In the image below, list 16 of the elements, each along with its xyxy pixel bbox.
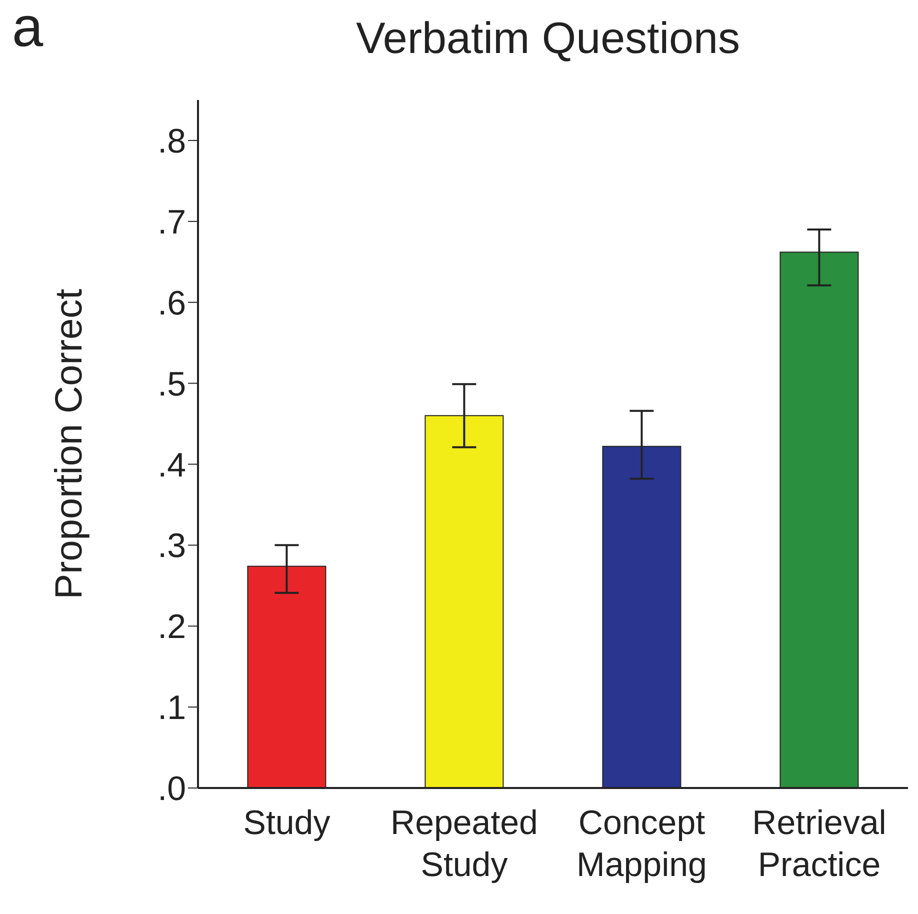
y-tick-label: .1 bbox=[158, 689, 186, 728]
y-tick-label: .8 bbox=[158, 122, 186, 161]
chart-title: Verbatim Questions bbox=[355, 14, 741, 64]
y-tick-label: .3 bbox=[158, 527, 186, 566]
y-tick-label: .4 bbox=[158, 446, 186, 484]
y-tick-label: .7 bbox=[158, 203, 186, 242]
y-tick-label: .0 bbox=[158, 770, 186, 808]
x-tick-label: Repeated Study bbox=[390, 804, 538, 884]
y-tick-label: .5 bbox=[158, 365, 186, 404]
text: a bbox=[12, 0, 44, 59]
y-tick-label: .2 bbox=[158, 608, 186, 646]
x-tick-label: Retrieval Practice bbox=[752, 804, 886, 884]
y-tick-label: .6 bbox=[158, 284, 186, 322]
x-tick-label: Concept Mapping bbox=[576, 804, 707, 884]
x-tick-label: Study bbox=[243, 804, 330, 842]
y-axis-title: Proportion Correct bbox=[48, 288, 90, 600]
